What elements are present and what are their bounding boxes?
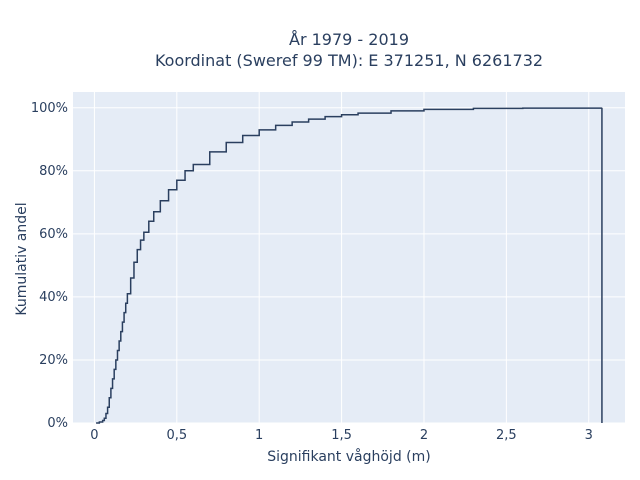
y-axis-title: Kumulativ andel [14,202,30,315]
x-tick-label: 3 [585,428,593,443]
series-layer [96,107,603,424]
y-tick-label: 20% [39,353,68,368]
y-tick-label: 60% [39,227,68,242]
y-tick-label: 80% [39,164,68,179]
x-tick-label: 0 [90,428,98,443]
x-tick-label: 0,5 [166,428,187,443]
x-axis-ticks: 0 0,5 1 1,5 2 2,5 3 [90,428,593,443]
chart-title-line1: År 1979 - 2019 [289,30,409,49]
x-tick-label: 2,5 [496,428,517,443]
ecdf-series-line [96,107,603,424]
x-axis-title: Signifikant våghöjd (m) [267,448,430,465]
chart-title-line2: Koordinat (Sweref 99 TM): E 371251, N 62… [155,51,543,70]
plot-area [73,92,625,423]
x-tick-label: 1 [255,428,263,443]
y-tick-label: 40% [39,290,68,305]
y-tick-label: 0% [47,416,68,431]
y-axis-ticks: 0% 20% 40% 60% 80% 100% [31,101,68,431]
grid [73,92,625,424]
x-tick-label: 2 [420,428,428,443]
x-tick-label: 1,5 [331,428,352,443]
y-tick-label: 100% [31,101,68,116]
